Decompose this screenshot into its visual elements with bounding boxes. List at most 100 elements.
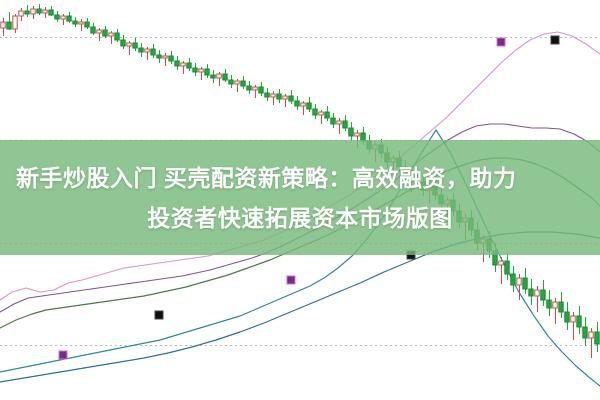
candle-body-up [420,181,426,191]
candle-body-up [276,93,282,100]
candle-body-up [48,9,54,16]
candle-body-down [252,86,258,91]
signal-marker-buy[interactable] [286,275,296,285]
candle-body-down [354,132,360,137]
signal-marker-sell[interactable] [154,310,164,320]
candle-body-down [516,277,522,286]
candle-body-down [570,315,576,323]
candle-body-up [432,185,438,196]
candle-body-up [576,315,582,328]
candle-body-up [474,229,480,244]
candle-body-up [504,260,510,275]
candle-body-up [594,331,600,345]
candle-body-up [510,273,516,286]
candle-body-up [228,79,234,85]
signal-marker-sell[interactable] [550,35,560,45]
candle-body-up [258,86,264,94]
candle-body-down [162,55,168,59]
candle-body-up [384,152,390,163]
candle-body-down [270,93,276,98]
candle-body-down [444,199,450,205]
candle-body-down [198,68,204,73]
candle-body-down [42,9,48,14]
candle-body-up [366,140,372,150]
candle-body-down [426,185,432,191]
candle-body-up [546,299,552,309]
candle-body-up [492,250,498,266]
candle-body-down [462,217,468,223]
candle-body-up [528,288,534,297]
candle-body-down [300,102,306,107]
candle-body-down [408,172,414,178]
candle-body-up [84,21,90,28]
candle-body-up [186,62,192,69]
candle-body-up [438,194,444,205]
candle-body-up [72,20,78,25]
candle-body-up [456,210,462,223]
candle-body-down [282,95,288,100]
candle-body-up [414,172,420,183]
candle-body-up [324,111,330,119]
candle-body-up [450,199,456,212]
candle-body-down [144,48,150,53]
candle-body-down [18,10,24,17]
candle-body-up [174,60,180,67]
candle-body-up [348,127,354,137]
candle-body-up [156,54,162,59]
candle-body-down [12,15,18,30]
candle-body-up [342,120,348,129]
candle-body-up [378,144,384,154]
candle-body-up [306,102,312,110]
signal-marker-buy[interactable] [58,350,68,360]
candle-body-down [216,73,222,79]
candle-body-up [90,26,96,34]
candle-body-up [138,47,144,53]
candle-body-down [60,15,66,20]
candle-body-up [486,238,492,252]
candle-body-up [192,67,198,73]
candle-body-up [264,92,270,98]
candle-body-down [318,111,324,116]
candle-body-up [168,55,174,62]
candle-body-up [120,39,126,47]
candle-body-down [234,80,240,85]
candle-body-down [78,21,84,25]
candle-body-up [210,74,216,79]
candle-body-down [180,62,186,67]
candle-body-up [402,166,408,178]
candle-body-up [240,80,246,87]
candle-body-down [480,238,486,244]
candle-body-up [36,8,42,14]
candle-body-up [6,21,12,30]
candle-body-up [558,301,564,313]
candle-body-up [396,157,402,168]
candle-body-up [312,108,318,116]
candle-body-down [588,331,594,339]
candle-body-down [30,8,36,15]
candle-body-down [108,32,114,37]
candle-body-up [360,132,366,142]
candle-body-up [564,311,570,323]
signal-marker-buy[interactable] [496,37,506,47]
signal-marker-sell[interactable] [406,250,416,260]
candle-body-up [66,15,72,22]
candle-body-up [582,326,588,339]
candle-body-up [102,29,108,37]
candle-body-up [522,277,528,290]
candle-body-up [540,289,546,301]
candle-body-up [54,14,60,20]
candle-body-up [24,10,30,15]
candle-body-down [0,21,6,29]
candle-body-up [222,73,228,81]
candle-body-down [126,42,132,47]
candle-body-up [294,100,300,107]
candle-body-up [150,48,156,56]
candle-body-down [534,289,540,297]
candle-body-up [468,217,474,231]
candle-body-down [372,144,378,150]
candle-body-down [390,157,396,163]
candle-body-down [498,260,504,266]
